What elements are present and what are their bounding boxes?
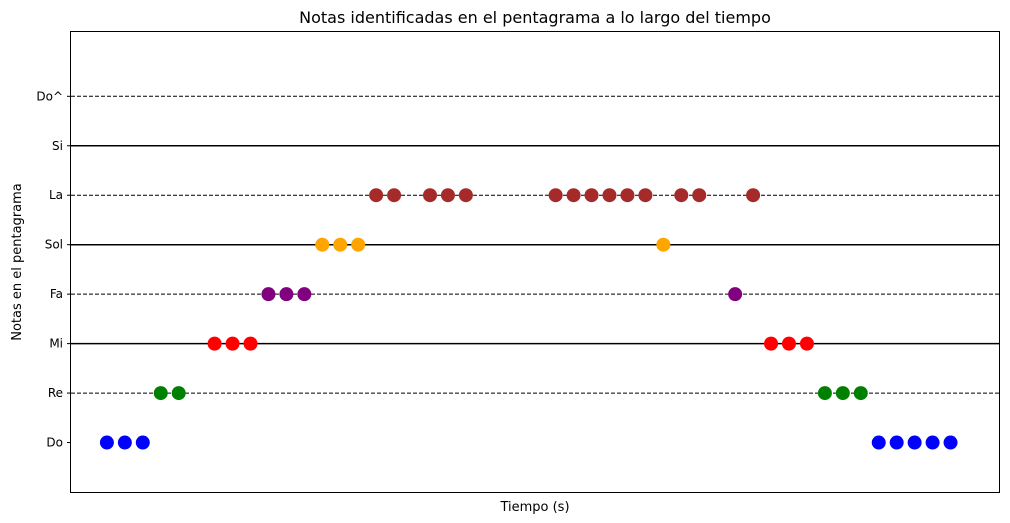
note-point [351, 237, 366, 252]
note-point [925, 435, 940, 450]
note-point [369, 188, 384, 203]
note-point [602, 188, 617, 203]
note-point [943, 435, 958, 450]
note-point [835, 386, 850, 401]
y-tick-label: Mi [49, 337, 63, 351]
note-point [889, 435, 904, 450]
note-point [422, 188, 437, 203]
note-point [692, 188, 707, 203]
note-point [907, 435, 922, 450]
note-point [746, 188, 761, 203]
note-point [117, 435, 132, 450]
note-point [656, 237, 671, 252]
note-point [817, 386, 832, 401]
note-point [764, 336, 779, 351]
note-point [153, 386, 168, 401]
note-point [566, 188, 581, 203]
note-point [279, 287, 294, 302]
y-tick-label: Si [52, 139, 63, 153]
x-axis-label: Tiempo (s) [499, 500, 569, 515]
plot-frame [70, 31, 1000, 493]
note-point [674, 188, 689, 203]
note-point [871, 435, 886, 450]
note-point [333, 237, 348, 252]
note-point [261, 287, 276, 302]
chart-title: Notas identificadas en el pentagrama a l… [299, 8, 771, 27]
note-point [171, 386, 186, 401]
note-point [135, 435, 150, 450]
note-point [799, 336, 814, 351]
note-point [548, 188, 563, 203]
note-point [99, 435, 114, 450]
staff-lines [71, 95, 999, 394]
y-tick-label: Do^ [36, 89, 63, 103]
y-tick-label: Sol [45, 238, 63, 252]
y-tick-label: Do [46, 436, 63, 450]
note-point [728, 287, 743, 302]
note-point [440, 188, 455, 203]
note-point [584, 188, 599, 203]
data-points [99, 188, 958, 450]
y-axis-label: Notas en el pentagrama [10, 183, 25, 341]
note-point [387, 188, 402, 203]
note-point [638, 188, 653, 203]
note-point [781, 336, 796, 351]
y-tick-label: La [49, 188, 63, 202]
note-point [225, 336, 240, 351]
note-point [458, 188, 473, 203]
note-point [207, 336, 222, 351]
note-point [620, 188, 635, 203]
y-tick-label: Re [48, 386, 63, 400]
y-tick-label: Fa [50, 287, 63, 301]
note-point [853, 386, 868, 401]
note-point [315, 237, 330, 252]
note-point [243, 336, 258, 351]
note-point [297, 287, 312, 302]
y-axis-ticks: Do Re Mi Fa Sol La Si Do^ [36, 89, 71, 450]
